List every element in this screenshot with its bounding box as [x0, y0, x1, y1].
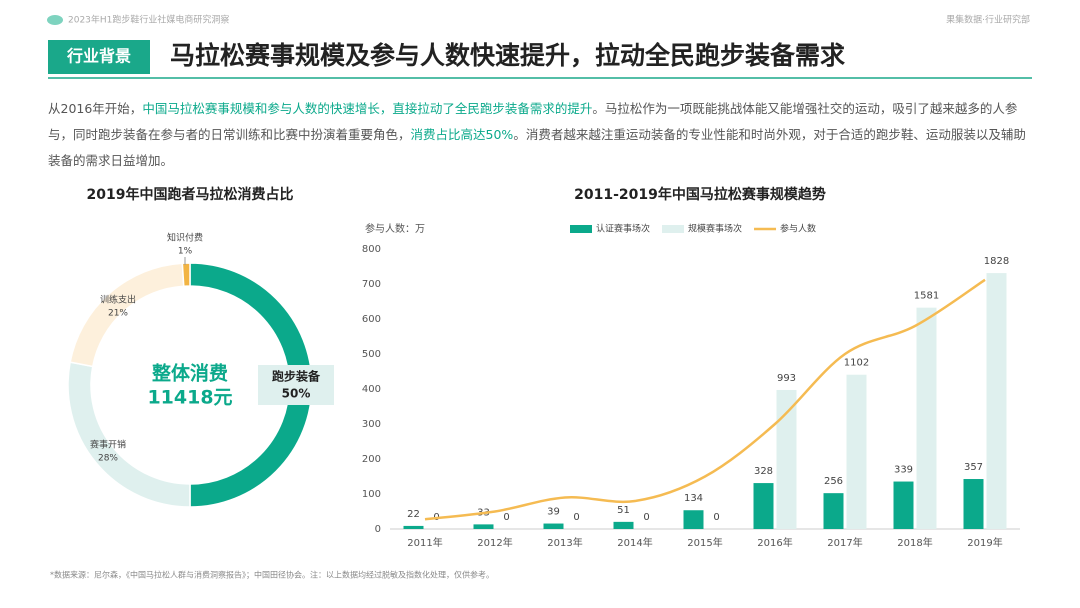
bar: [846, 374, 867, 529]
tag-box: [48, 40, 150, 74]
center-title: 整体消费: [152, 362, 228, 385]
y-tick-label: 800: [362, 244, 381, 255]
bar-value: 0: [643, 512, 649, 523]
bar: [893, 481, 914, 529]
slice-value: 1%: [178, 247, 193, 257]
slice-label: 训练支出: [100, 294, 136, 306]
bar: [683, 510, 704, 529]
center-value: 11418元: [147, 387, 232, 409]
slice-value: 28%: [98, 454, 118, 464]
legend-swatch: [570, 225, 592, 233]
bar: [963, 479, 984, 529]
bar-value: 339: [894, 465, 913, 476]
y-tick-label: 500: [362, 349, 381, 360]
x-tick-label: 2016年: [757, 536, 792, 549]
bar-value: 1581: [914, 291, 939, 302]
x-tick-label: 2018年: [897, 536, 932, 549]
donut-slice: [181, 262, 191, 287]
bar-value: 328: [754, 466, 773, 477]
bar-value: 39: [547, 507, 560, 518]
bar-value: 0: [503, 512, 509, 523]
logo: [47, 15, 63, 25]
x-tick-label: 2013年: [547, 536, 582, 549]
report-name: 2023年H1跑步鞋行业社媒电商研究洞察: [68, 14, 229, 26]
bar: [613, 521, 634, 529]
slice-label: 知识付费: [167, 232, 203, 244]
legend-label: 规模赛事场次: [688, 223, 742, 235]
slice-label: 跑步装备: [272, 369, 321, 384]
x-tick-label: 2011年: [407, 536, 442, 549]
bar: [753, 483, 774, 529]
bar-value: 22: [407, 509, 420, 520]
intro-text: 消费占比高达50%: [410, 127, 514, 142]
legend-swatch: [662, 225, 685, 233]
bar-value: 0: [713, 512, 719, 523]
line: [424, 278, 986, 521]
slice-value: 50%: [282, 387, 311, 401]
footnote: *数据来源：尼尔森，《中国马拉松人群与消费洞察报告》；中国田径协会。注：以上数据…: [50, 570, 494, 580]
bar-value: 134: [684, 493, 703, 504]
x-tick-label: 2012年: [477, 536, 512, 549]
y-tick-label: 600: [362, 314, 381, 325]
intro-text: 中国马拉松赛事规模和参与人数的快速增长，直接拉动了全民跑步装备需求的提升: [142, 101, 593, 116]
intro-text: 从2016年开始，: [48, 101, 143, 116]
y-tick-label: 300: [362, 419, 381, 430]
bar-value: 256: [824, 476, 843, 487]
intro: 从2016年开始，中国马拉松赛事规模和参与人数的快速增长，直接拉动了全民跑步装备…: [48, 96, 1033, 174]
legend-label: 认证赛事场次: [596, 223, 650, 235]
bar: [473, 524, 494, 529]
bar: [916, 307, 937, 529]
bar-value: 0: [573, 512, 579, 523]
intro-text: 。消费者越来越注重运动装备的专业性能和时尚外观，对于合适的跑步鞋、运动服装以及辅…: [48, 127, 1026, 168]
bar-value: 1102: [844, 358, 869, 369]
y-tick-label: 0: [375, 524, 381, 535]
bar-value: 1828: [984, 256, 1009, 267]
bar-value: 357: [964, 462, 983, 473]
chart-title: 2011-2019年中国马拉松赛事规模趋势: [574, 186, 826, 203]
y-tick-label: 700: [362, 279, 381, 290]
chart-title: 2019年中国跑者马拉松消费占比: [87, 186, 294, 203]
x-tick-label: 2017年: [827, 536, 862, 549]
slice-value: 21%: [108, 309, 128, 319]
label-box: [258, 365, 334, 405]
bar-value: 51: [617, 505, 630, 516]
intro-text: 。马拉松作为一项既能挑战体能又能增强社交的运动，吸引了越来越多的人参与，同时跑步…: [48, 101, 1018, 142]
slice-label: 赛事开销: [90, 439, 126, 451]
bar: [776, 389, 797, 529]
bar-value: 993: [777, 373, 796, 384]
bar: [543, 523, 564, 529]
y-axis-label: 参与人数：万: [365, 222, 425, 235]
tag: 行业背景: [66, 47, 131, 66]
bar: [986, 273, 1007, 529]
x-tick-label: 2019年: [967, 536, 1002, 549]
legend-label: 参与人数: [780, 223, 816, 235]
bar: [403, 525, 424, 529]
brand: 果集数据·行业研究部: [946, 14, 1030, 26]
x-tick-label: 2015年: [687, 536, 722, 549]
y-tick-label: 100: [362, 489, 381, 500]
x-tick-label: 2014年: [617, 536, 652, 549]
bar: [823, 493, 844, 529]
title: 马拉松赛事规模及参与人数快速提升，拉动全民跑步装备需求: [170, 41, 845, 70]
y-tick-label: 200: [362, 454, 381, 465]
y-tick-label: 400: [362, 384, 381, 395]
